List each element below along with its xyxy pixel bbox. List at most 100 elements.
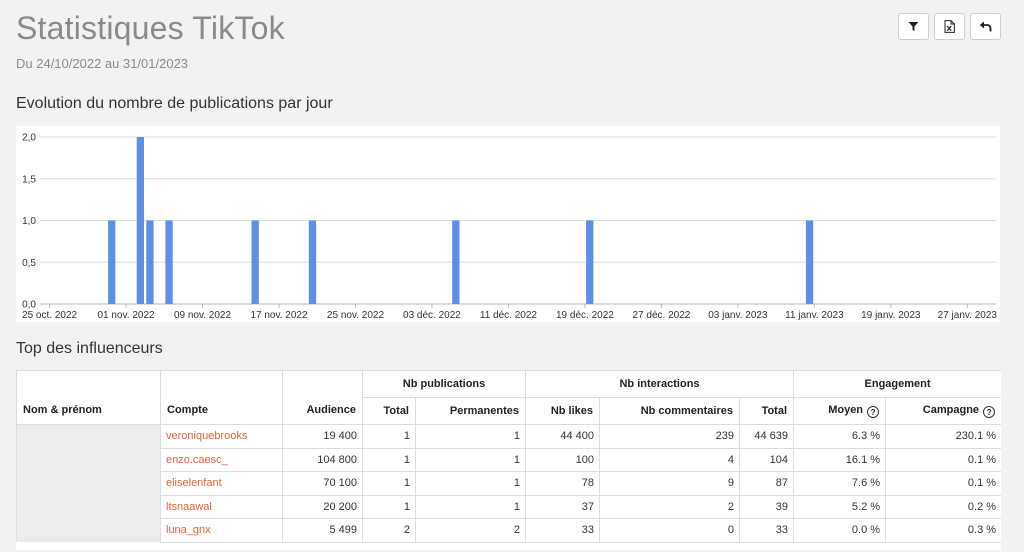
x-tick-label: 19 janv. 2023: [861, 310, 921, 321]
col-comments: Nb commentaires: [599, 397, 740, 425]
account-link[interactable]: ltsnaawal: [160, 494, 283, 519]
table-row: veroniquebrooks 19 400 1 1 44 400 239 44 639 6.…: [16, 424, 1001, 542]
publications-chart-svg: 0,0 0,5 1,0 1,5 2,0 25 oct. 2022 01 nov. 2022 0…: [22, 133, 998, 322]
table-row: ltsnaawal 20 200 1 1 37 2 39 5.2 % 0.2 %: [17, 494, 1001, 519]
cell-pub-total: 1: [362, 494, 416, 519]
x-tick-label: 11 janv. 2023: [785, 310, 844, 321]
chart-bar: [136, 137, 144, 304]
table-row: eliselenfant 70 100 1 1 78 9 87 7.6 % 0.1 %: [17, 471, 1001, 496]
cell-audience: 20 200: [282, 494, 363, 519]
cell-pub-permanent: 1: [415, 494, 526, 519]
account-link[interactable]: enzo.caesc_: [160, 447, 283, 472]
cell-comments: 9: [599, 471, 740, 496]
toolbar: [898, 13, 1001, 40]
cell-pub-total: 1: [362, 447, 416, 472]
group-engagement: Engagement: [793, 370, 1001, 398]
col-audience: Audience: [282, 370, 363, 425]
back-arrow-icon: [979, 21, 992, 32]
cell-eng-campaign: 0.2 %: [885, 494, 1001, 519]
cell-comments: 4: [599, 447, 740, 472]
cell-pub-total: 1: [362, 471, 416, 496]
chart-bar: [165, 220, 173, 304]
y-tick-label: 1,0: [22, 216, 36, 227]
cell-eng-avg: 6.3 %: [793, 424, 887, 449]
col-eng-campaign-label: Campagne: [922, 403, 980, 416]
back-button[interactable]: [970, 13, 1001, 40]
x-tick-label: 11 déc. 2022: [480, 310, 538, 321]
cell-eng-avg: 0.0 %: [793, 518, 887, 543]
x-tick-label: 03 déc. 2022: [403, 310, 461, 321]
cell-pub-permanent: 1: [415, 471, 526, 496]
cell-pub-permanent: 1: [415, 447, 526, 472]
x-tick-label: 17 nov. 2022: [250, 310, 308, 321]
cell-pub-total: 2: [362, 518, 416, 543]
chart-bar: [452, 220, 460, 304]
cell-int-total: 87: [738, 471, 795, 496]
x-tick-label: 25 oct. 2022: [22, 310, 77, 321]
x-tick-label: 27 janv. 2023: [938, 310, 998, 321]
group-publications: Nb publications: [362, 370, 526, 398]
cell-audience: 70 100: [282, 471, 363, 496]
chart-bar: [586, 220, 594, 304]
account-link[interactable]: veroniquebrooks: [160, 424, 283, 449]
table-row: luna_gnx 5 499 2 2 33 0 33 0.0 % 0.3 %: [17, 518, 1001, 543]
y-tick-label: 0,0: [22, 300, 36, 311]
col-pub-total: Total: [362, 397, 416, 425]
excel-export-icon: [944, 20, 955, 33]
cell-eng-avg: 5.2 %: [793, 494, 887, 519]
filter-button[interactable]: [898, 13, 929, 40]
account-link[interactable]: luna_gnx: [160, 518, 283, 543]
cell-audience: 5 499: [282, 518, 363, 543]
cell-likes: 44 400: [525, 424, 600, 449]
name-cell-blurred: [16, 424, 161, 542]
cell-int-total: 104: [738, 447, 795, 472]
cell-likes: 100: [525, 447, 600, 472]
x-tick-label: 09 nov. 2022: [174, 310, 232, 321]
y-tick-label: 1,5: [22, 174, 36, 185]
col-pub-permanent: Permanentes: [415, 397, 526, 425]
cell-audience: 19 400: [282, 424, 363, 449]
chart-bar: [146, 220, 154, 304]
account-link[interactable]: eliselenfant: [160, 471, 283, 496]
cell-pub-permanent: 1: [415, 424, 526, 449]
publications-chart: 0,0 0,5 1,0 1,5 2,0 25 oct. 2022 01 nov. 2022 0…: [16, 126, 1000, 322]
date-range-subtitle: Du 24/10/2022 au 31/01/2023: [16, 56, 189, 71]
x-tick-label: 25 nov. 2022: [327, 310, 385, 321]
help-icon[interactable]: ?: [867, 406, 880, 419]
help-icon[interactable]: ?: [983, 406, 996, 419]
cell-audience: 104 800: [282, 447, 363, 472]
cell-eng-campaign: 230.1 %: [885, 424, 1001, 449]
group-interactions: Nb interactions: [524, 370, 795, 398]
cell-eng-avg: 7.6 %: [793, 471, 887, 496]
y-tick-label: 0,5: [22, 258, 36, 269]
chart-bar: [805, 220, 814, 304]
cell-likes: 78: [525, 471, 600, 496]
y-tick-label: 2,0: [22, 133, 36, 144]
export-excel-button[interactable]: [934, 13, 965, 40]
cell-likes: 33: [525, 518, 600, 543]
chart-bar: [308, 220, 317, 304]
col-eng-avg: Moyen?: [793, 397, 887, 425]
cell-comments: 239: [599, 424, 740, 449]
cell-int-total: 39: [738, 494, 795, 519]
influencers-table-container: Nom & prénom Compte Audience Nb publicat…: [16, 370, 1001, 550]
cell-int-total: 33: [738, 518, 795, 543]
col-name: Nom & prénom: [16, 370, 161, 425]
cell-likes: 37: [525, 494, 600, 519]
x-tick-label: 03 janv. 2023: [708, 310, 768, 321]
influencers-table-body: veroniquebrooks 19 400 1 1 44 400 239 44 639 6.…: [16, 424, 1001, 543]
cell-eng-avg: 16.1 %: [793, 447, 887, 472]
cell-int-total: 44 639: [738, 424, 795, 449]
col-account: Compte: [160, 370, 283, 425]
cell-eng-campaign: 0.1 %: [885, 447, 1001, 472]
cell-comments: 2: [599, 494, 740, 519]
col-eng-campaign: Campagne?: [885, 397, 1001, 425]
filter-icon: [908, 22, 919, 31]
col-int-total: Total: [738, 397, 795, 425]
chart-bar: [251, 220, 259, 304]
x-tick-label: 01 nov. 2022: [97, 310, 155, 321]
cell-pub-permanent: 2: [415, 518, 526, 543]
chart-section-title: Evolution du nombre de publications par …: [16, 95, 333, 112]
influencers-section-title: Top des influenceurs: [16, 340, 163, 357]
cell-comments: 0: [599, 518, 740, 543]
